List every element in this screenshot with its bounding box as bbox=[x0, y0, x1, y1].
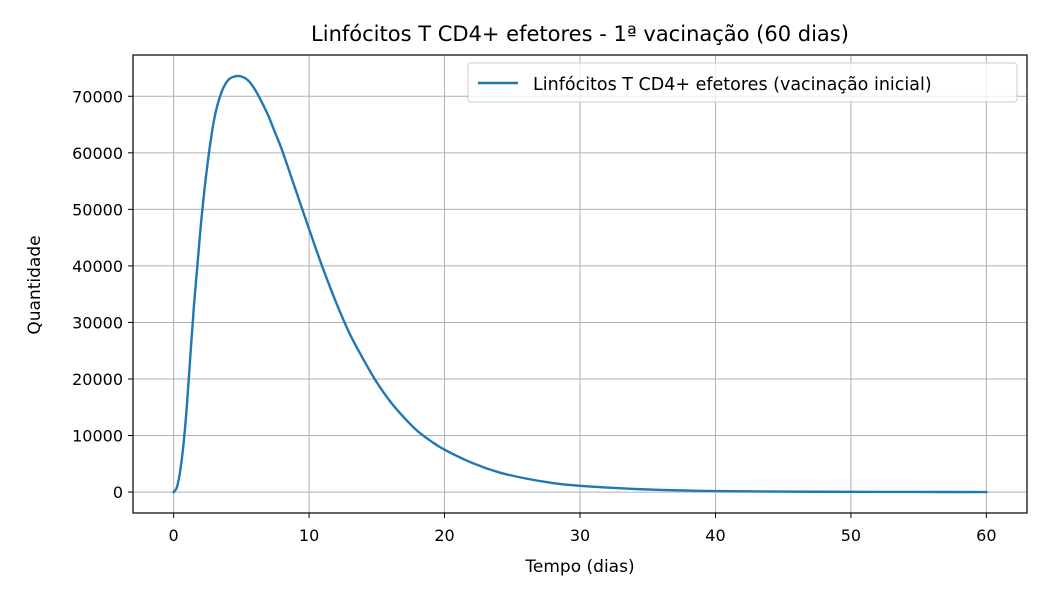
x-tick-label: 10 bbox=[299, 526, 319, 545]
y-tick-label: 30000 bbox=[72, 313, 123, 332]
x-tick-label: 30 bbox=[570, 526, 590, 545]
x-tick-label: 0 bbox=[169, 526, 179, 545]
x-axis-title: Tempo (dias) bbox=[524, 557, 634, 577]
legend-entry-label: Linfócitos T CD4+ efetores (vacinação in… bbox=[533, 75, 932, 95]
series-layer bbox=[171, 74, 988, 494]
chart-title: Linfócitos T CD4+ efetores - 1ª vacinaçã… bbox=[311, 22, 849, 46]
x-tick-label: 50 bbox=[841, 526, 861, 545]
y-axis-title: Quantidade bbox=[25, 235, 45, 334]
series-line bbox=[171, 74, 988, 494]
y-tick-label: 40000 bbox=[72, 257, 123, 276]
legend-box bbox=[467, 62, 1018, 103]
x-tick-label: 60 bbox=[976, 526, 996, 545]
y-tick-label: 10000 bbox=[72, 427, 123, 446]
y-tick-label: 0 bbox=[113, 483, 123, 502]
y-tick-label: 70000 bbox=[72, 87, 123, 106]
axis-ticks: 0 10 20 30 40 50 60 0 10000 20000 30000 40000 50000 6… bbox=[72, 87, 996, 545]
y-tick-label: 60000 bbox=[72, 144, 123, 163]
y-tick-label: 50000 bbox=[72, 200, 123, 219]
y-tick-label: 20000 bbox=[72, 370, 123, 389]
legend: Linfócitos T CD4+ efetores (vacinação in… bbox=[467, 62, 1018, 103]
x-tick-label: 40 bbox=[705, 526, 725, 545]
x-tick-label: 20 bbox=[434, 526, 454, 545]
